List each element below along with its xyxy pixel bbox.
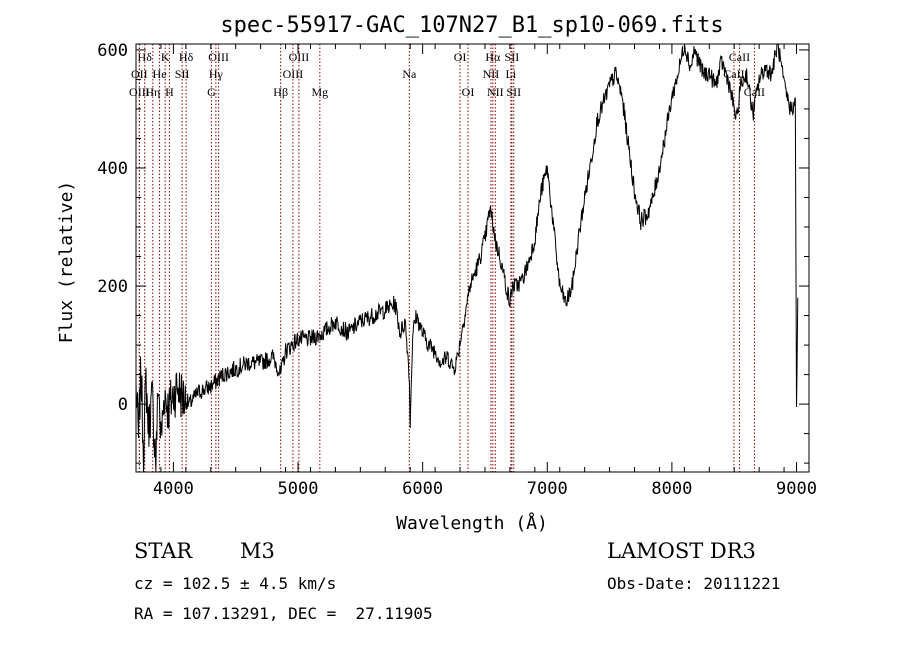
emission-line-label: OIII <box>283 67 304 81</box>
y-axis-label: Flux (relative) <box>56 181 77 344</box>
x-tick-label: 8000 <box>651 479 692 499</box>
plot-frame <box>135 43 810 473</box>
y-tick-label: 400 <box>97 159 128 179</box>
x-tick-label: 4000 <box>153 479 194 499</box>
redshift-value: cz = 102.5 ± 4.5 km/s <box>134 574 337 593</box>
x-tick-label: 7000 <box>527 479 568 499</box>
emission-line-label: OIII <box>129 85 150 99</box>
x-tick-label: 9000 <box>776 479 817 499</box>
object-class: STAR <box>134 539 193 563</box>
emission-line-label: OI <box>462 85 475 99</box>
x-axis-label: Wavelength (Å) <box>396 512 548 534</box>
emission-line-label: Na <box>402 67 417 81</box>
observation-date: Obs-Date: 20111221 <box>607 574 781 593</box>
axes: 4000 5000 6000 7000 8000 9000 0 200 400 600 <box>97 41 817 499</box>
emission-line-label: Hδ <box>138 50 153 64</box>
emission-line-label: OI <box>454 50 467 64</box>
emission-line-label: Mg <box>311 85 328 99</box>
emission-line-label: CaII <box>729 50 750 64</box>
emission-line-label: K <box>161 50 170 64</box>
survey-label: LAMOST DR3 <box>607 539 756 563</box>
emission-line-label: NII <box>483 67 500 81</box>
y-tick-label: 200 <box>97 277 128 297</box>
emission-line-label: Hδ <box>179 50 194 64</box>
emission-line-label: OIII <box>289 50 310 64</box>
object-subclass: M3 <box>240 539 275 563</box>
emission-line-label: Hγ <box>209 67 224 81</box>
x-tick-label: 5000 <box>278 479 319 499</box>
emission-line-label: Hη <box>145 85 160 99</box>
emission-line-label: Hβ <box>273 85 288 99</box>
emission-line-label: CaII <box>723 67 744 81</box>
emission-line-label: G <box>207 85 216 99</box>
coordinates: RA = 107.13291, DEC = 27.11905 <box>134 604 433 623</box>
spectrum-line <box>135 43 799 473</box>
emission-line-label: SII <box>175 67 190 81</box>
emission-line-markers: Hδ K Hδ OIII OIII OI Hα SII CaII OII He SII Hγ OIII Na… <box>129 44 765 472</box>
emission-line-label: NII <box>487 85 504 99</box>
y-tick-label: 600 <box>97 41 128 61</box>
emission-line-label: SII <box>506 85 521 99</box>
y-tick-label: 0 <box>118 395 128 415</box>
emission-line-label: SII <box>505 50 520 64</box>
emission-line-label: H <box>165 85 174 99</box>
emission-line-label: OIII <box>208 50 229 64</box>
emission-line-label: He <box>153 67 167 81</box>
emission-line-label: OII <box>131 67 148 81</box>
emission-line-label: Hα <box>485 50 501 64</box>
emission-line-label: Li <box>506 67 517 81</box>
emission-line-label: CaII <box>744 85 765 99</box>
chart-title: spec-55917-GAC_107N27_B1_sp10-069.fits <box>220 13 723 38</box>
x-tick-label: 6000 <box>402 479 443 499</box>
